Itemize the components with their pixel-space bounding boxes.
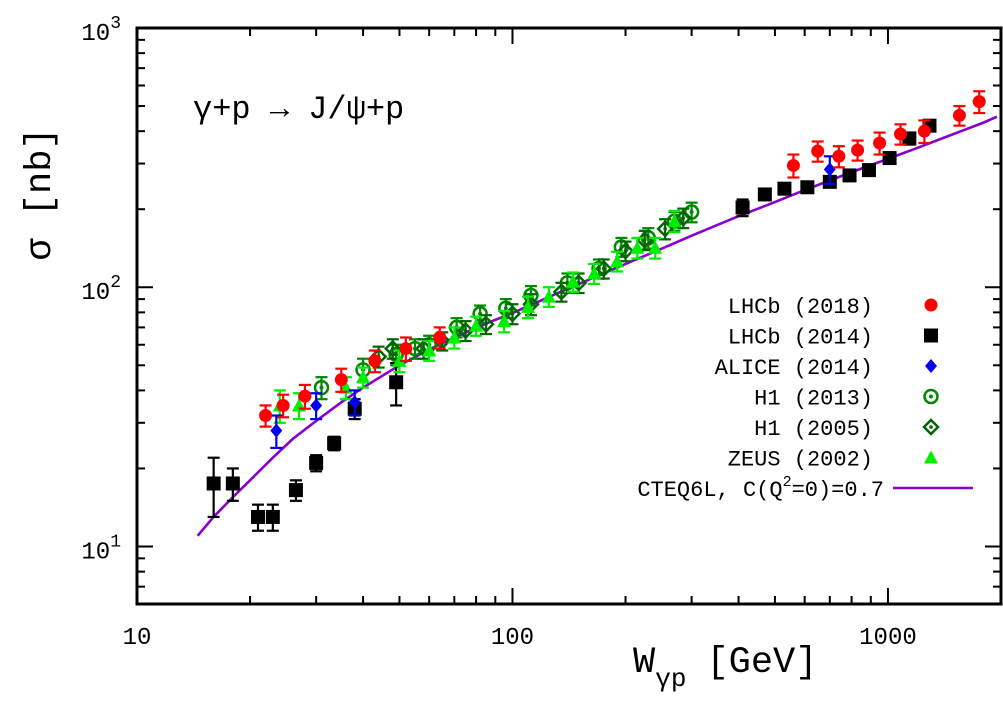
data-point	[433, 330, 447, 344]
series-lhcb-2018	[259, 90, 986, 428]
data-point	[392, 353, 407, 367]
data-point	[225, 476, 240, 491]
data-point	[777, 181, 792, 196]
data-point	[648, 240, 663, 254]
legend-label: LHCb (2018)	[728, 295, 873, 320]
legend-marker	[923, 388, 939, 405]
data-point	[521, 299, 536, 313]
data-point	[917, 124, 931, 138]
plot-frame	[135, 26, 1003, 606]
data-point	[616, 242, 635, 260]
theory-curve-layer	[196, 115, 998, 537]
data-point	[477, 315, 495, 333]
data-point	[541, 289, 556, 303]
x-axis-label: Wγp [GeV]	[633, 642, 817, 694]
data-point	[594, 259, 613, 278]
data-point	[276, 398, 290, 412]
legend-marker	[924, 298, 938, 312]
data-point	[566, 274, 581, 288]
data-point	[757, 187, 772, 202]
data-points-layer	[206, 90, 986, 532]
data-point	[674, 209, 693, 227]
legend-label: ZEUS (2002)	[728, 448, 873, 473]
data-point	[356, 370, 371, 384]
data-point	[823, 162, 836, 177]
data-point	[851, 143, 865, 157]
y-tick-label: 102	[81, 273, 121, 307]
data-point	[832, 149, 846, 163]
data-point	[206, 476, 221, 491]
x-axis-label-main: W	[633, 642, 656, 684]
data-point	[422, 343, 437, 357]
data-point	[265, 509, 280, 524]
series-h1-2013	[313, 201, 700, 401]
legend-label: LHCb (2014)	[728, 326, 873, 351]
data-point	[842, 168, 857, 183]
series-lhcb-2014	[206, 118, 937, 532]
series-alice-2014	[270, 155, 836, 450]
y-tick-label: 103	[81, 14, 121, 48]
legend-marker	[922, 418, 940, 436]
data-point	[735, 200, 750, 215]
legend-marker	[925, 359, 937, 373]
data-point	[972, 95, 986, 109]
data-point	[389, 375, 404, 390]
data-point	[497, 314, 512, 328]
tick-labels: 10 100 1000 101 102 103	[81, 14, 916, 652]
data-point	[327, 436, 342, 451]
data-point	[310, 398, 323, 413]
data-point	[334, 373, 348, 387]
data-point	[552, 283, 571, 301]
data-point	[786, 158, 800, 172]
data-point	[894, 127, 908, 141]
legend-label: ALICE (2014)	[715, 356, 873, 381]
data-point	[288, 483, 303, 498]
data-point	[399, 342, 413, 356]
data-point	[811, 144, 825, 158]
theory-curve-cteq6l	[196, 115, 998, 537]
legend-marker	[924, 328, 938, 343]
data-point	[298, 389, 312, 403]
axis-ticks	[136, 27, 1002, 605]
data-point	[952, 108, 966, 122]
x-tick-label: 10	[123, 625, 152, 652]
x-tick-label: 1000	[859, 625, 917, 652]
data-point	[456, 321, 475, 340]
data-point	[882, 151, 897, 166]
data-point	[250, 509, 265, 524]
x-axis-label-sub: γp	[655, 664, 686, 694]
y-tick-label: 101	[81, 532, 121, 566]
data-point	[667, 214, 682, 228]
x-axis-label-unit: [GeV]	[706, 642, 817, 684]
data-point	[259, 409, 273, 423]
x-tick-label: 100	[491, 625, 534, 652]
data-point	[587, 266, 602, 280]
legend-label-curve: CTEQ6L, C(Q2=0)=0.7	[637, 474, 884, 503]
legend-label: H1 (2013)	[754, 387, 873, 412]
data-point	[348, 395, 361, 410]
legend-label: H1 (2005)	[754, 417, 873, 442]
data-point	[861, 163, 876, 178]
data-point	[270, 423, 283, 438]
data-point	[368, 354, 382, 368]
data-point	[447, 330, 462, 344]
legend-marker	[924, 450, 938, 464]
data-point	[873, 136, 887, 150]
data-point	[469, 318, 484, 332]
legend: LHCb (2018) LHCb (2014) ALICE (2014) H1 (20…	[637, 295, 973, 503]
y-axis-label: σ [nb]	[20, 127, 62, 260]
data-point	[800, 180, 815, 195]
series-zeus-2002	[272, 209, 682, 424]
data-point	[309, 455, 324, 470]
data-point	[630, 240, 645, 254]
data-point	[610, 254, 625, 268]
reaction-annotation: γ+p → J/ψ+p	[193, 91, 404, 128]
